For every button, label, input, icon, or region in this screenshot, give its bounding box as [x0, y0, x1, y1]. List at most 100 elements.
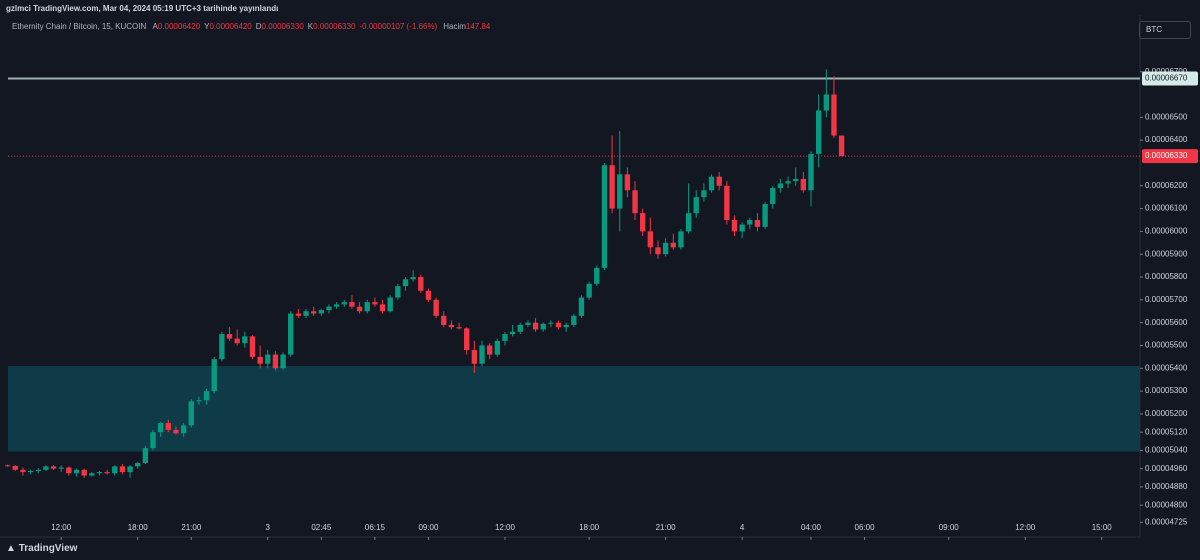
legend-key: -0.00000107 (-1.66%) [359, 22, 438, 31]
y-tick-label: 0.00005700 [1145, 295, 1188, 304]
candle-body [831, 94, 837, 136]
plot-background [0, 15, 1140, 537]
candle-body [823, 94, 829, 111]
resistance-label: 0.00006670 [1145, 74, 1188, 83]
y-tick-label: 0.00004880 [1145, 482, 1188, 491]
candle-body [387, 297, 393, 312]
candle-body [716, 176, 722, 186]
candle-body [662, 242, 669, 255]
candle-body [104, 472, 110, 474]
candle-body [410, 277, 416, 280]
x-tick-label: 06:00 [855, 523, 876, 532]
legend-value: 0.00006420 [157, 22, 201, 31]
y-tick-label: 0.00005040 [1145, 446, 1188, 455]
legend-key: A [152, 22, 158, 31]
symbol: Ethernity Chain / Bitcoin, 15, KUCOIN [12, 22, 147, 31]
candle-body [502, 334, 508, 341]
y-tick-label: 0.00004800 [1145, 500, 1188, 509]
candle-body [448, 324, 455, 328]
candle-body [532, 322, 539, 330]
candle-body [150, 432, 156, 449]
candle-body [486, 345, 493, 355]
x-tick-label: 12:00 [1015, 523, 1036, 532]
resistance-label-bg [1142, 71, 1198, 86]
candle-body [349, 302, 355, 307]
legend-value: 0.00006420 [209, 22, 252, 31]
x-tick-label: 21:00 [656, 523, 677, 532]
y-tick-label: 0.00005300 [1145, 386, 1188, 395]
currency-button[interactable]: BTC [1139, 21, 1191, 39]
x-tick-label: 09:00 [939, 523, 960, 532]
candle-body [35, 469, 41, 471]
legend-value: 0.00006330 [313, 22, 356, 31]
candle-body [180, 425, 187, 434]
candle-body [395, 286, 401, 298]
legend-key: K [307, 22, 314, 31]
candle-body [609, 165, 615, 209]
candle-body [571, 315, 577, 325]
candle-body [341, 302, 347, 305]
candle-body [27, 470, 34, 473]
candle-body [815, 110, 822, 154]
legend-key: Y [204, 22, 210, 31]
candle-body [785, 181, 791, 184]
x-tick-label: 3 [266, 523, 271, 532]
x-tick-label: 12:00 [51, 523, 72, 532]
brand: ▲ TradingView [6, 543, 78, 554]
legend: Ethernity Chain / Bitcoin, 15, KUCOIN A0… [12, 22, 494, 31]
candle-body [555, 322, 562, 328]
candle-body [777, 183, 784, 189]
plot: 0.00006700 0.00006500 0.00006400 0.00006200… [0, 15, 1198, 540]
y-tick-label: 0.00006200 [1145, 181, 1188, 190]
candle-body [311, 311, 317, 314]
candle-body [249, 336, 256, 357]
candle-body [731, 219, 738, 232]
candle-body [540, 323, 546, 330]
candle-body [754, 219, 761, 227]
x-tick-label: 21:00 [181, 523, 202, 532]
candle-body [188, 401, 194, 426]
candle-body [219, 334, 225, 360]
y-tick-label: 0.00005400 [1145, 363, 1188, 372]
x-tick-label: 02:45 [311, 523, 332, 532]
x-tick-label: 4 [740, 523, 745, 532]
candle-body [81, 469, 87, 476]
publish-note: gzlmci TradingView.com, Mar 04, 2024 05:… [6, 4, 279, 13]
candle-body [89, 473, 95, 476]
candle-body [464, 328, 470, 351]
candle-body [456, 327, 462, 329]
candle-body [808, 153, 814, 191]
y-tick-label: 0.00006000 [1145, 227, 1188, 236]
candle-body [494, 340, 500, 355]
candle-body [364, 302, 370, 312]
candle-body [173, 429, 179, 434]
candle-body [586, 283, 592, 298]
candle-body [418, 277, 424, 291]
candle-body [142, 448, 149, 463]
candle-body [402, 279, 409, 287]
candle-body [578, 297, 585, 316]
candle-body [127, 466, 133, 473]
candle-body [326, 306, 332, 311]
candle-body [379, 304, 386, 312]
legend-value: 147.84 [465, 22, 491, 31]
candle-body [640, 213, 646, 232]
candle-body [670, 242, 676, 248]
candle-body [356, 306, 363, 312]
candle-body [471, 350, 478, 364]
candle-body [594, 267, 600, 284]
candle-body [838, 135, 845, 157]
x-tick-label: 06:15 [365, 523, 386, 532]
y-tick-label: 0.00005200 [1145, 409, 1188, 418]
candle-body [119, 466, 126, 473]
y-tick-label: 0.00004960 [1145, 464, 1188, 473]
candle-body [739, 224, 745, 232]
legend-key: D [255, 22, 262, 31]
candle-body [66, 467, 72, 474]
candle-body [678, 231, 684, 248]
candle-body [242, 336, 248, 344]
y-tick-label: 0.00006500 [1145, 112, 1188, 121]
candle-body [701, 190, 707, 198]
